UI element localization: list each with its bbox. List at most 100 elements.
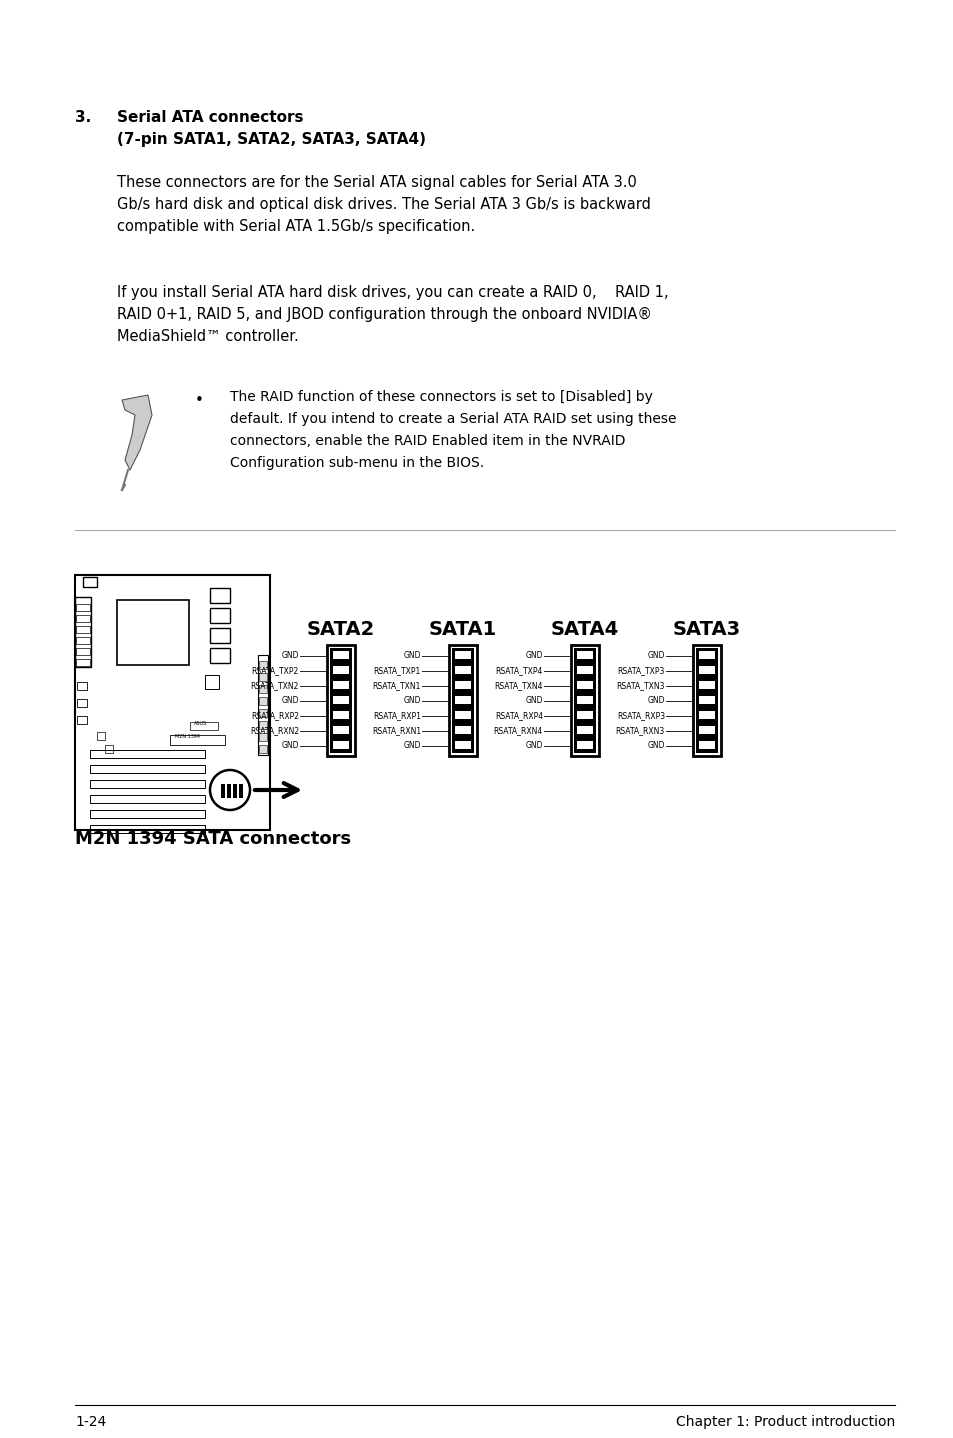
Bar <box>455 696 471 705</box>
Text: RSATA_RXN4: RSATA_RXN4 <box>494 726 542 735</box>
Bar <box>455 682 471 689</box>
Bar <box>233 784 236 798</box>
Bar <box>455 651 471 659</box>
Bar <box>239 784 243 798</box>
Bar <box>333 666 349 674</box>
Text: SATA3: SATA3 <box>672 620 740 638</box>
Bar <box>333 726 349 733</box>
Bar <box>76 659 90 666</box>
Bar <box>696 649 718 754</box>
Text: M2N 1394 SATA connectors: M2N 1394 SATA connectors <box>75 830 351 848</box>
Text: RSATA_RXP4: RSATA_RXP4 <box>495 710 542 720</box>
Bar <box>699 666 714 674</box>
Bar <box>83 577 97 587</box>
Bar <box>577 726 593 733</box>
Bar <box>90 779 205 788</box>
Bar <box>327 646 355 756</box>
Bar <box>577 666 593 674</box>
Bar <box>90 751 205 758</box>
Text: 1-24: 1-24 <box>75 1415 106 1429</box>
Text: GND: GND <box>403 651 420 660</box>
Text: GND: GND <box>525 741 542 751</box>
Bar <box>574 649 596 754</box>
Bar <box>210 608 230 623</box>
Bar <box>205 674 219 689</box>
Bar <box>210 649 230 663</box>
Bar <box>455 741 471 749</box>
Bar <box>699 741 714 749</box>
Polygon shape <box>122 395 152 470</box>
Text: GND: GND <box>647 741 664 751</box>
Text: RSATA_TXN4: RSATA_TXN4 <box>494 682 542 690</box>
Bar <box>577 696 593 705</box>
Bar <box>190 722 218 731</box>
Bar <box>75 575 270 830</box>
Bar <box>699 651 714 659</box>
Bar <box>77 682 87 690</box>
Text: RSATA_RXP3: RSATA_RXP3 <box>617 710 664 720</box>
Text: RSATA_TXN2: RSATA_TXN2 <box>251 682 298 690</box>
Bar <box>333 710 349 719</box>
Text: SATA4: SATA4 <box>550 620 618 638</box>
Bar <box>449 646 476 756</box>
Text: GND: GND <box>647 651 664 660</box>
Text: SATA2: SATA2 <box>307 620 375 638</box>
Text: 3.: 3. <box>75 109 91 125</box>
Bar <box>258 709 267 718</box>
Text: RSATA_TXP4: RSATA_TXP4 <box>496 666 542 674</box>
Bar <box>76 626 90 633</box>
Text: RSATA_TXN3: RSATA_TXN3 <box>616 682 664 690</box>
Text: GND: GND <box>281 651 298 660</box>
Bar <box>455 666 471 674</box>
Text: Configuration sub-menu in the BIOS.: Configuration sub-menu in the BIOS. <box>230 456 483 470</box>
Text: If you install Serial ATA hard disk drives, you can create a RAID 0,    RAID 1,: If you install Serial ATA hard disk driv… <box>117 285 668 301</box>
Bar <box>105 745 112 754</box>
Bar <box>333 682 349 689</box>
Bar <box>577 710 593 719</box>
Text: compatible with Serial ATA 1.5Gb/s specification.: compatible with Serial ATA 1.5Gb/s speci… <box>117 219 475 234</box>
Bar <box>699 696 714 705</box>
Text: GND: GND <box>403 741 420 751</box>
Text: SATA1: SATA1 <box>429 620 497 638</box>
Text: connectors, enable the RAID Enabled item in the NVRAID: connectors, enable the RAID Enabled item… <box>230 434 625 449</box>
Bar <box>76 649 90 654</box>
Bar <box>90 825 205 833</box>
Bar <box>90 765 205 774</box>
Text: Chapter 1: Product introduction: Chapter 1: Product introduction <box>675 1415 894 1429</box>
Bar <box>221 784 225 798</box>
Text: GND: GND <box>525 696 542 705</box>
Text: Gb/s hard disk and optical disk drives. The Serial ATA 3 Gb/s is backward: Gb/s hard disk and optical disk drives. … <box>117 197 650 211</box>
Text: •: • <box>194 393 204 408</box>
Text: default. If you intend to create a Serial ATA RAID set using these: default. If you intend to create a Seria… <box>230 413 676 426</box>
Bar <box>699 726 714 733</box>
Bar <box>90 810 205 818</box>
Text: RSATA_RXP1: RSATA_RXP1 <box>373 710 420 720</box>
Bar <box>210 588 230 603</box>
Bar <box>577 651 593 659</box>
Bar <box>257 654 268 755</box>
Bar <box>76 604 90 611</box>
Bar <box>170 735 225 745</box>
Bar <box>577 741 593 749</box>
Bar <box>692 646 720 756</box>
Text: (7-pin SATA1, SATA2, SATA3, SATA4): (7-pin SATA1, SATA2, SATA3, SATA4) <box>117 132 426 147</box>
Bar <box>455 710 471 719</box>
Text: GND: GND <box>647 696 664 705</box>
Bar <box>258 673 267 682</box>
Bar <box>117 600 189 664</box>
Bar <box>330 649 352 754</box>
Bar <box>76 637 90 644</box>
Text: M2N 1394: M2N 1394 <box>174 733 200 739</box>
Bar <box>455 726 471 733</box>
Text: GND: GND <box>281 741 298 751</box>
Bar <box>227 784 231 798</box>
Bar <box>571 646 598 756</box>
Text: MediaShield™ controller.: MediaShield™ controller. <box>117 329 298 344</box>
Bar <box>258 720 267 729</box>
Bar <box>699 682 714 689</box>
Bar <box>258 684 267 693</box>
Bar <box>577 682 593 689</box>
Bar <box>699 710 714 719</box>
Text: GND: GND <box>525 651 542 660</box>
Text: RSATA_TXP3: RSATA_TXP3 <box>617 666 664 674</box>
